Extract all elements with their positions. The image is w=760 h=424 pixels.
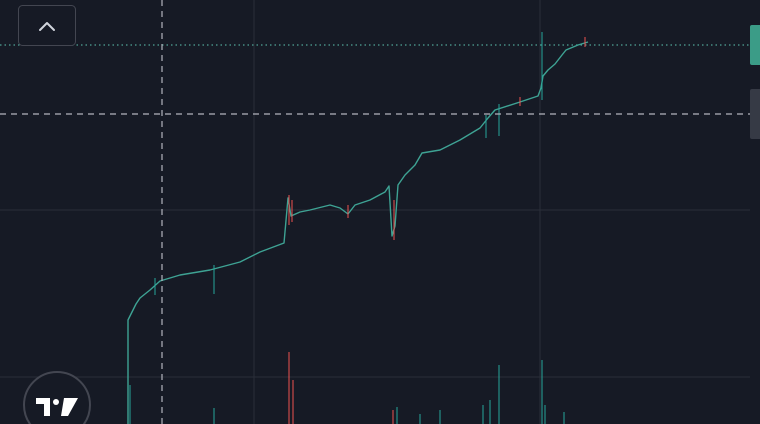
logo-mark[interactable] xyxy=(53,399,59,405)
price-wicks xyxy=(154,32,543,295)
logo-badge[interactable] xyxy=(23,371,91,424)
price-wicks xyxy=(288,37,586,240)
logo-mark[interactable] xyxy=(36,398,50,416)
crosshair-tag xyxy=(750,89,760,139)
price-line xyxy=(127,41,589,424)
chevron-up-icon[interactable] xyxy=(39,22,55,31)
button-frame[interactable] xyxy=(18,5,76,46)
volume xyxy=(129,352,565,424)
logo-mark[interactable] xyxy=(61,398,78,416)
collapse-button[interactable] xyxy=(18,5,76,46)
logo[interactable] xyxy=(23,371,91,424)
price-tag xyxy=(750,25,760,65)
